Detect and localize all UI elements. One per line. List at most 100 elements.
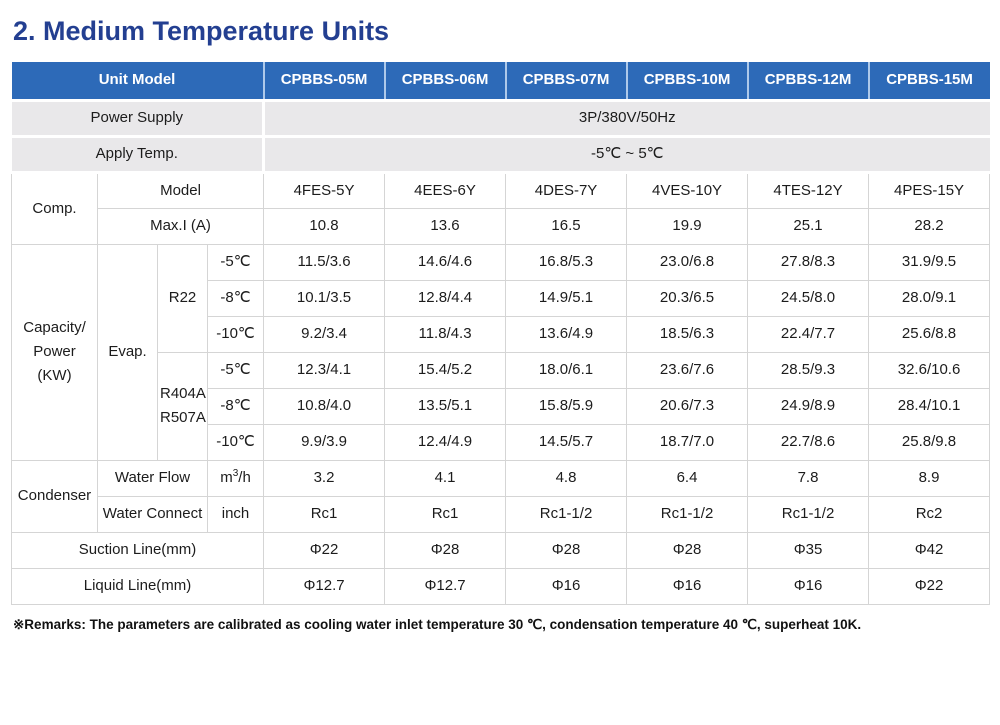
water-flow-value: 4.1 [384, 459, 507, 497]
r22-capacity-value: 31.9/9.5 [868, 243, 991, 281]
water-flow-unit: m3/h [206, 459, 265, 497]
r22-capacity-value: 20.3/6.5 [626, 279, 749, 317]
comp-model-label: Model [96, 171, 265, 209]
water-connect-value: Rc1 [384, 495, 507, 533]
temp-label: -8℃ [206, 279, 265, 317]
r404a-capacity-value: 18.7/7.0 [626, 423, 749, 461]
comp-maxi-label: Max.I (A) [96, 207, 265, 245]
r22-capacity-value: 9.2/3.4 [263, 315, 386, 353]
suction-line-row: Suction Line(mm) Φ22 Φ28 Φ28 Φ28 Φ35 Φ42 [10, 531, 991, 569]
r404a-capacity-value: 22.7/8.6 [747, 423, 870, 461]
r404a-capacity-value: 13.5/5.1 [384, 387, 507, 425]
capacity-section-label: Capacity/ Power (KW) [11, 243, 98, 461]
r404a-r507a-label: R404A R507A [157, 351, 208, 461]
r404a-capacity-value: 9.9/3.9 [263, 423, 386, 461]
r404a-capacity-value: 10.8/4.0 [263, 387, 386, 425]
water-flow-value: 8.9 [868, 459, 991, 497]
r22-capacity-value: 14.9/5.1 [505, 279, 628, 317]
r22-capacity-value: 23.0/6.8 [626, 243, 749, 281]
r22-label: R22 [157, 243, 208, 353]
liquid-line-value: Φ16 [747, 567, 870, 605]
comp-maxi-value: 10.8 [263, 207, 386, 245]
r22-capacity-value: 14.6/4.6 [384, 243, 507, 281]
r22-capacity-value: 11.8/4.3 [384, 315, 507, 353]
temp-label: -5℃ [206, 243, 265, 281]
model-column-header: CPBBS-07M [504, 62, 627, 100]
suction-line-value: Φ22 [263, 531, 386, 569]
r22-capacity-value: 24.5/8.0 [747, 279, 870, 317]
power-supply-label: Power Supply [11, 98, 264, 138]
comp-model-value: 4VES-10Y [626, 171, 749, 209]
condenser-section-label: Condenser [11, 459, 98, 533]
r404a-capacity-value: 14.5/5.7 [505, 423, 628, 461]
r22-minus5-row: Capacity/ Power (KW) Evap. R22 -5℃ 11.5/… [11, 243, 991, 461]
comp-model-value: 4DES-7Y [505, 171, 628, 209]
comp-model-value: 4PES-15Y [868, 171, 991, 209]
evap-label: Evap. [97, 243, 158, 461]
comp-maxi-value: 28.2 [868, 207, 991, 245]
comp-section-label: Comp. [11, 171, 98, 245]
model-column-header: CPBBS-05M [262, 62, 385, 100]
water-flow-value: 3.2 [263, 459, 386, 497]
remarks-note: ※Remarks: The parameters are calibrated … [13, 616, 862, 632]
r22-capacity-value: 10.1/3.5 [263, 279, 386, 317]
liquid-line-value: Φ16 [505, 567, 628, 605]
water-flow-row: Condenser Water Flow m3/h 3.2 4.1 4.8 6.… [11, 459, 991, 533]
r404a-capacity-value: 24.9/8.9 [747, 387, 870, 425]
suction-line-label: Suction Line(mm) [10, 531, 265, 569]
water-connect-value: Rc1-1/2 [747, 495, 870, 533]
water-connect-label: Water Connect [97, 495, 208, 533]
apply-temp-row: Apply Temp. -5℃ ~ 5℃ [11, 134, 990, 174]
water-flow-value: 6.4 [626, 459, 749, 497]
r22-capacity-value: 11.5/3.6 [263, 243, 386, 281]
liquid-line-row: Liquid Line(mm) Φ12.7 Φ12.7 Φ16 Φ16 Φ16 … [10, 567, 991, 605]
r404a-capacity-value: 25.8/9.8 [868, 423, 991, 461]
r22-capacity-value: 16.8/5.3 [505, 243, 628, 281]
r22-minus10-row: -10℃ 9.2/3.4 11.8/4.3 13.6/4.9 18.5/6.3 … [12, 315, 991, 353]
water-connect-unit: inch [206, 495, 265, 533]
r22-capacity-value: 22.4/7.7 [747, 315, 870, 353]
liquid-line-label: Liquid Line(mm) [10, 567, 265, 605]
r404a-minus8-row: -8℃ 10.8/4.0 13.5/5.1 15.8/5.9 20.6/7.3 … [12, 387, 991, 425]
unit-model-header: Unit Model [11, 62, 264, 100]
suction-line-value: Φ28 [505, 531, 628, 569]
comp-model-value: 4FES-5Y [263, 171, 386, 209]
table-header-row: Unit Model CPBBS-05M CPBBS-06M CPBBS-07M… [11, 62, 990, 100]
apply-temp-value: -5℃ ~ 5℃ [262, 134, 990, 174]
temp-label: -10℃ [206, 315, 265, 353]
comp-maxi-value: 19.9 [626, 207, 749, 245]
page-title: 2. Medium Temperature Units [13, 16, 390, 46]
r22-capacity-value: 25.6/8.8 [868, 315, 991, 353]
suction-line-value: Φ42 [868, 531, 991, 569]
water-connect-row: Water Connect inch Rc1 Rc1 Rc1-1/2 Rc1-1… [12, 495, 991, 533]
r404a-capacity-value: 20.6/7.3 [626, 387, 749, 425]
r404a-capacity-value: 28.4/10.1 [868, 387, 991, 425]
r404a-capacity-value: 12.4/4.9 [384, 423, 507, 461]
r22-capacity-value: 13.6/4.9 [505, 315, 628, 353]
temp-label: -8℃ [206, 387, 265, 425]
comp-maxi-value: 25.1 [747, 207, 870, 245]
water-connect-value: Rc1 [263, 495, 386, 533]
comp-maxi-row: Max.I (A) 10.8 13.6 16.5 19.9 25.1 28.2 [12, 207, 991, 245]
r404a-capacity-value: 15.8/5.9 [505, 387, 628, 425]
r404a-minus5-row: R404A R507A -5℃ 12.3/4.1 15.4/5.2 18.0/6… [12, 351, 991, 461]
r404a-capacity-value: 18.0/6.1 [505, 351, 628, 389]
power-supply-row: Power Supply 3P/380V/50Hz [11, 98, 990, 138]
suction-line-value: Φ35 [747, 531, 870, 569]
comp-model-value: 4TES-12Y [747, 171, 870, 209]
r404a-capacity-value: 28.5/9.3 [747, 351, 870, 389]
r404a-capacity-value: 12.3/4.1 [263, 351, 386, 389]
liquid-line-value: Φ22 [868, 567, 991, 605]
water-connect-value: Rc2 [868, 495, 991, 533]
r404a-capacity-value: 15.4/5.2 [384, 351, 507, 389]
temp-label: -5℃ [206, 351, 265, 389]
model-column-header: CPBBS-15M [867, 62, 990, 100]
model-column-header: CPBBS-12M [746, 62, 869, 100]
power-supply-value: 3P/380V/50Hz [262, 98, 990, 138]
water-connect-value: Rc1-1/2 [505, 495, 628, 533]
comp-model-row: Comp. Model 4FES-5Y 4EES-6Y 4DES-7Y 4VES… [11, 171, 991, 245]
liquid-line-value: Φ12.7 [384, 567, 507, 605]
suction-line-value: Φ28 [384, 531, 507, 569]
r22-capacity-value: 27.8/8.3 [747, 243, 870, 281]
spec-table: Unit Model CPBBS-05M CPBBS-06M CPBBS-07M… [10, 62, 991, 605]
